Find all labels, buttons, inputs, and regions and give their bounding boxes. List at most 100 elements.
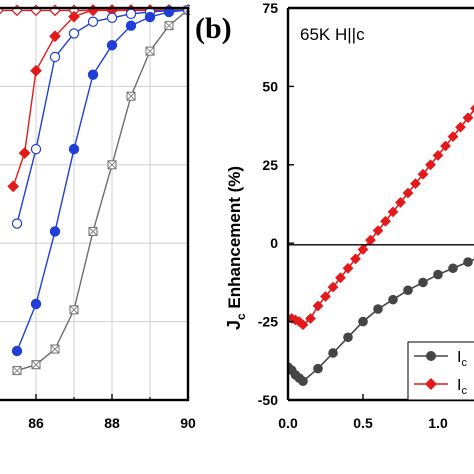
panel-a-frame [0,6,190,402]
data-point [327,281,339,293]
y-tick-label: 0 [270,235,278,251]
data-point [106,12,118,23]
data-point [335,272,346,284]
legend-marker-circle [426,351,436,361]
data-point [432,149,444,161]
legend-box [407,341,474,401]
data-point [30,143,42,155]
legend-label-1: Ic [457,349,467,369]
data-point-cross [126,91,136,101]
data-point [410,178,421,190]
data-point [49,51,61,63]
data-point [433,269,443,280]
data-point [403,285,413,296]
legend-label-2: Ic [457,377,467,397]
data-point [387,206,399,218]
series-b-line [288,108,474,326]
data-point [11,345,23,357]
data-point [357,244,369,255]
data-point [144,11,156,23]
data-point [106,40,118,51]
data-point [395,197,406,208]
panel-b-y-axis-label: Jc Enhancement (%) [224,166,248,330]
data-point [328,348,338,358]
data-point-cross [145,46,155,56]
series-a-2 [11,4,190,229]
data-point [388,294,398,305]
data-point-cross [12,366,22,375]
data-point [447,131,459,142]
data-point [455,121,466,133]
data-point [342,262,354,274]
x-tick-label: 86 [28,415,44,431]
data-point-cross [88,227,98,236]
data-point [87,4,99,16]
data-point [350,253,361,265]
data-point [373,304,383,314]
data-point [463,257,473,267]
panel-a: 86 88 90 [0,4,196,431]
panel-a-ticks: 86 88 90 [28,394,196,431]
y-tick-label: -25 [258,314,278,330]
x-tick-label: 88 [104,415,120,431]
data-point [7,180,20,193]
data-point [417,168,429,180]
data-point [305,313,316,324]
data-point [125,8,137,20]
data-point [372,225,384,237]
y-tick-label: 50 [262,78,278,94]
panel-a-plot-area [0,4,190,376]
data-point [448,263,458,274]
series-b-0 [288,257,474,386]
legend: Ic Ic [407,341,474,401]
panel-b-annotation: 65K H||c [300,25,365,44]
data-point [18,147,31,159]
data-point [343,332,353,343]
data-point [440,140,451,152]
legend-marker-diamond [425,378,437,390]
y-tick-label: 75 [262,0,278,16]
series-a-line [16,9,189,352]
data-point [297,319,309,331]
series-a-line [16,9,189,372]
series-b-1 [288,104,474,331]
data-point-cross [50,344,60,354]
data-point [365,234,376,246]
x-tick-label: 0.5 [353,415,373,431]
data-point [87,69,99,80]
data-point-cross [69,305,79,315]
series-a-4 [12,5,190,376]
data-point [68,28,80,39]
data-point [313,363,323,374]
x-tick-label: 1.0 [428,415,448,431]
data-point [49,30,61,43]
x-tick-label: 0.0 [278,415,298,431]
data-point [418,277,428,288]
data-point [87,16,99,27]
data-point [49,226,61,237]
y-tick-label: -50 [258,392,278,408]
series-a-3 [11,4,190,357]
data-point [30,298,42,310]
data-point-cross [107,160,117,170]
panel-a-grid [0,8,188,400]
panel-b-label: (b) [195,12,232,45]
data-point [68,143,80,155]
panel-b-plot-area [288,104,474,386]
panel-b: (b) -50 -25 0 25 50 75 0.0 0.5 1.0 65K H||c Jc E… [195,0,474,431]
data-point [125,20,137,31]
data-point [402,187,414,199]
data-point [298,376,308,386]
data-point [470,104,474,113]
data-point [462,112,474,124]
data-point-cross [164,21,174,30]
data-point [312,300,324,312]
data-point [68,10,80,23]
y-tick-label: 25 [262,157,278,173]
data-point [425,159,436,171]
data-point [380,215,391,227]
data-point-cross [31,360,41,370]
data-point [320,291,331,302]
data-point [11,218,23,229]
